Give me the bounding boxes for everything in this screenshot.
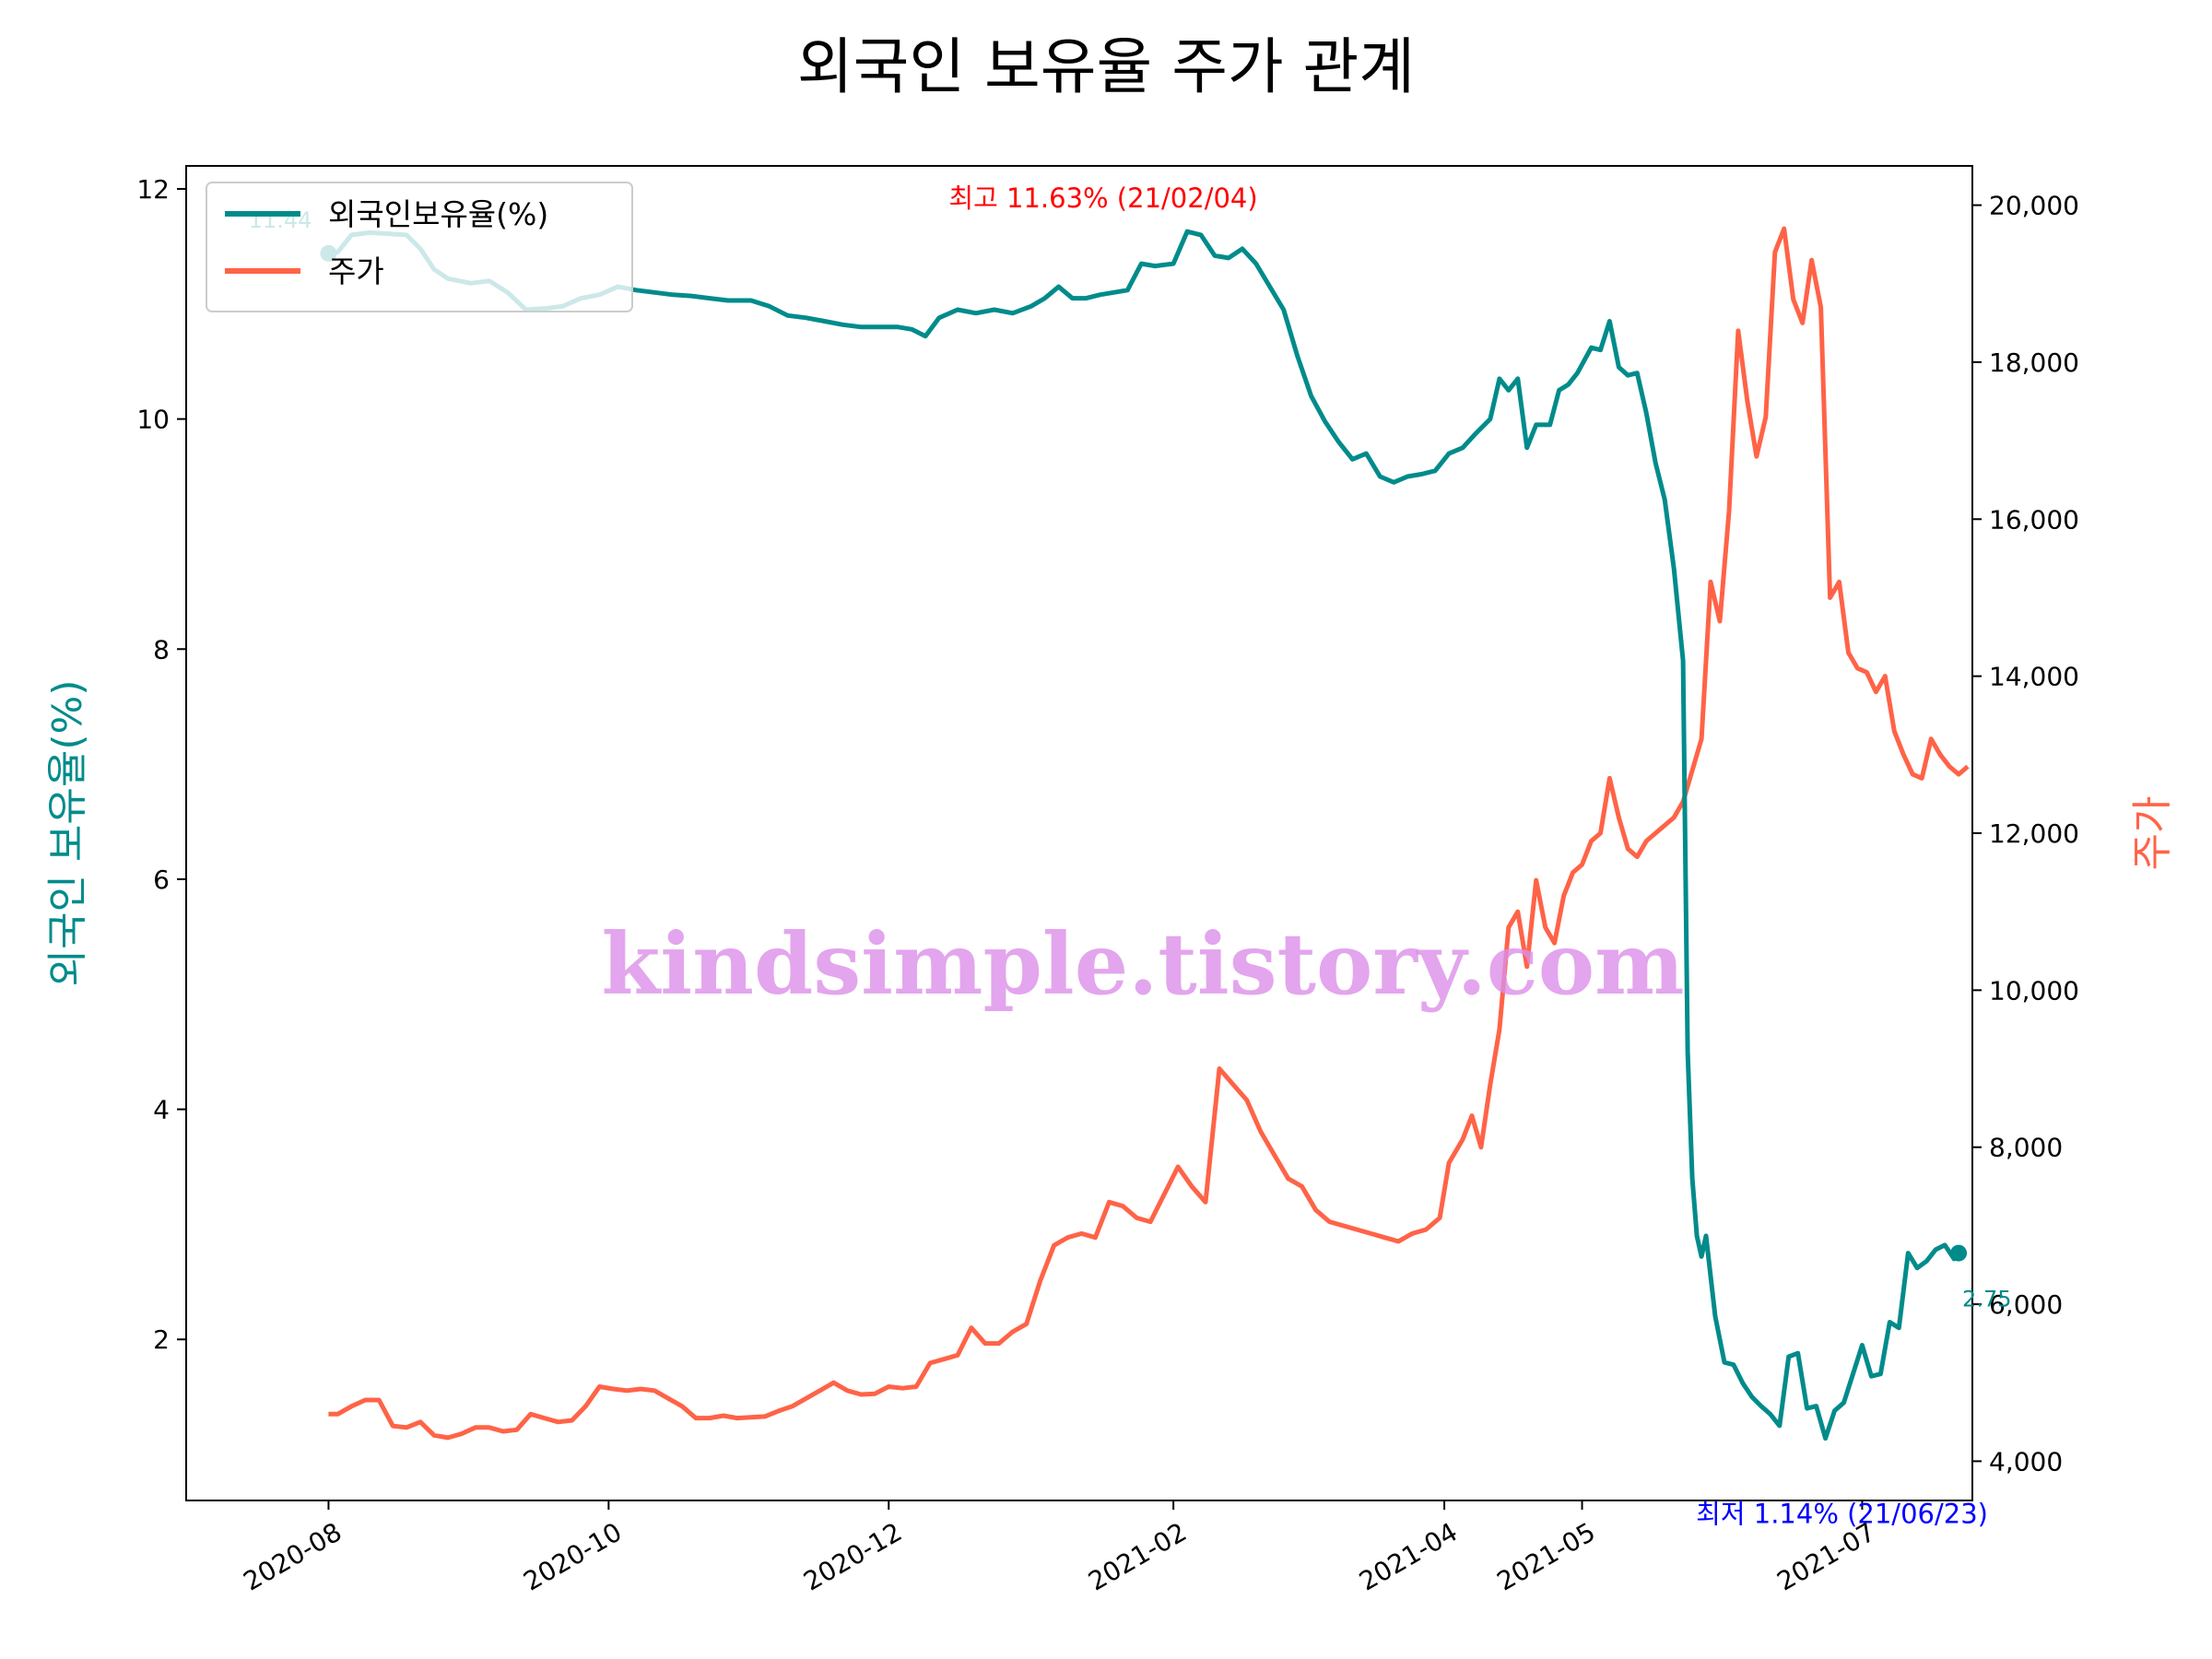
x-tick-label: 2021-04 xyxy=(1354,1516,1463,1596)
legend-label-ratio: 외국인보유율(%) xyxy=(328,196,548,232)
y-axis-label-left: 외국인 보유율(%) xyxy=(44,679,91,986)
y-left-tick-label: 10 xyxy=(136,405,170,435)
last-point-marker xyxy=(1950,1244,1968,1262)
y-right-tick-label: 14,000 xyxy=(1989,662,2079,692)
x-tick-label: 2020-12 xyxy=(798,1516,907,1596)
series-line-ratio xyxy=(328,229,1961,1441)
series-layer xyxy=(328,226,1970,1441)
y-left-tick-label: 12 xyxy=(136,174,170,205)
y-right-tick-label: 10,000 xyxy=(1989,975,2079,1006)
series-line-price xyxy=(328,226,1970,1441)
plot-area xyxy=(185,165,1973,1501)
last-value-label: 2.75 xyxy=(1962,1287,2011,1312)
y-left-tick-label: 6 xyxy=(153,865,170,895)
axes-layer: 2020-08 2020-10 2020-12 2021-02 2021-04 2021-… xyxy=(136,174,2079,1597)
y-axis-label-right: 주가 xyxy=(2129,796,2176,871)
y-left-tick-label: 4 xyxy=(153,1095,170,1125)
x-tick-label: 2020-08 xyxy=(239,1516,347,1596)
x-tick-label: 2020-10 xyxy=(518,1516,627,1596)
max-annotation: 최고 11.63% (21/02/04) xyxy=(948,182,1257,214)
y-right-tick-label: 16,000 xyxy=(1989,504,2079,535)
y-right-tick-label: 20,000 xyxy=(1989,191,2079,221)
chart-title: 외국인 보유율 주가 관계 xyxy=(797,31,1415,102)
y-right-tick-label: 8,000 xyxy=(1989,1133,2063,1163)
y-left-tick-label: 8 xyxy=(153,634,170,665)
legend: 외국인보유율(%) 주가 xyxy=(206,182,633,312)
y-right-tick-label: 6,000 xyxy=(1989,1289,2063,1320)
x-tick-label: 2021-02 xyxy=(1083,1516,1192,1596)
y-right-tick-label: 12,000 xyxy=(1989,818,2079,849)
legend-label-price: 주가 xyxy=(328,253,384,289)
x-tick-label: 2021-05 xyxy=(1492,1516,1601,1596)
watermark: kindsimple.tistory.com xyxy=(601,914,1684,1014)
y-right-tick-label: 18,000 xyxy=(1989,347,2079,378)
legend-box xyxy=(206,182,633,312)
min-annotation: 최저 1.14% (21/06/23) xyxy=(1696,1499,1988,1530)
y-right-tick-label: 4,000 xyxy=(1989,1446,2063,1477)
y-left-tick-label: 2 xyxy=(153,1324,170,1355)
